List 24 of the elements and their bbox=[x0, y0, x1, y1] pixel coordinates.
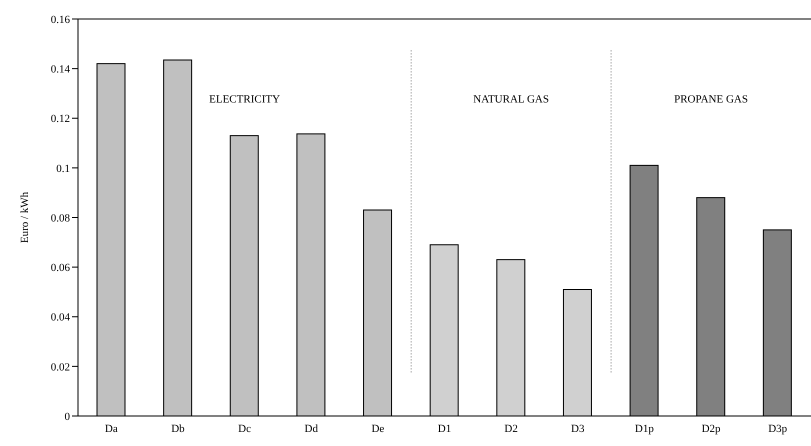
x-tick-label: Db bbox=[171, 422, 186, 435]
x-tick-label: De bbox=[371, 422, 384, 435]
y-tick-label: 0.08 bbox=[50, 212, 70, 224]
annotation: PROPANE GAS bbox=[674, 93, 748, 106]
y-tick-label: 0.02 bbox=[50, 361, 70, 374]
y-tick-label: 0.06 bbox=[50, 262, 70, 274]
x-tick-label: D1 bbox=[438, 422, 452, 435]
annotation: ELECTRICITY bbox=[209, 93, 280, 106]
y-tick-label: 0.04 bbox=[50, 312, 70, 324]
x-tick-label: D1p bbox=[634, 422, 654, 435]
x-tick-label: Dd bbox=[304, 422, 318, 435]
annotation: NATURAL GAS bbox=[473, 93, 549, 106]
y-tick-label: 0.16 bbox=[50, 14, 70, 26]
y-tick-label: 0.1 bbox=[56, 162, 70, 175]
x-tick-label: Dc bbox=[238, 422, 252, 435]
x-tick-label: D3 bbox=[571, 422, 585, 435]
y-tick-label: 0 bbox=[64, 410, 70, 423]
x-tick-label: D2p bbox=[702, 422, 722, 435]
y-axis-title: Euro / kWh bbox=[18, 191, 31, 244]
x-tick-label: D3p bbox=[768, 422, 788, 435]
y-tick-label: 0.14 bbox=[50, 64, 70, 76]
y-tick-label: 0.12 bbox=[50, 113, 70, 126]
x-tick-label: Da bbox=[104, 422, 118, 435]
x-tick-label: D2 bbox=[504, 422, 518, 435]
